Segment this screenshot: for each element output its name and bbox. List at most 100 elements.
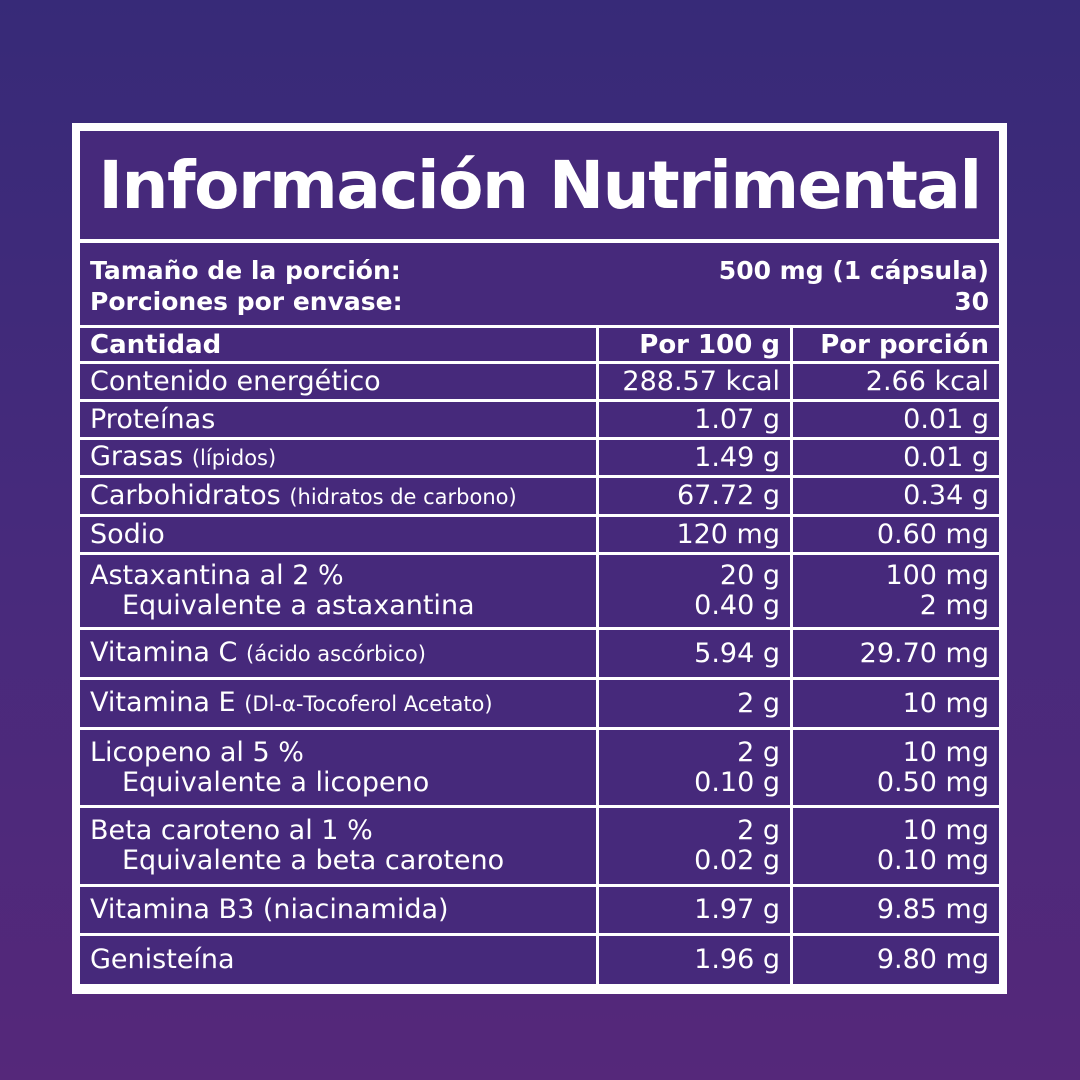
nutrient-note: (ácido ascórbico): [246, 642, 426, 666]
nutrition-table: Cantidad Por 100 g Por porción Contenido…: [80, 328, 999, 984]
value-per-100g-cell: 1.96 g: [599, 936, 790, 984]
nutrient-name: Genisteína: [90, 944, 235, 975]
nutrient-equivalent: Equivalente a licopeno: [122, 766, 430, 798]
value-per-serving-cell: 0.01 g: [793, 440, 999, 475]
value-per-100g: 1.97 g: [694, 894, 780, 925]
value-per-100g-cell: 288.57 kcal: [599, 364, 790, 399]
value-per-serving-cell: 9.85 mg: [793, 887, 999, 933]
value-per-100g: 2 g: [737, 815, 780, 846]
value-per-100g: 1.07 g: [694, 403, 780, 435]
servings-per-container-value: 30: [954, 287, 989, 316]
nutrient-name-line: Vitamina B3 (niacinamida): [90, 895, 586, 925]
value-per-serving: 0.01 g: [903, 441, 989, 473]
header-per-100g: Por 100 g: [599, 328, 790, 361]
nutrient-equivalent: Equivalente a beta caroteno: [122, 845, 505, 876]
value-per-100g-cell: 2 g: [599, 680, 790, 727]
table-row-name: Licopeno al 5 % Equivalente a licopeno: [80, 730, 596, 805]
nutrient-name-line: Proteínas: [90, 404, 586, 435]
value-per-serving-cell: 0.60 mg: [793, 517, 999, 552]
nutrient-name-line: Astaxantina al 2 %: [90, 561, 586, 591]
value-per-serving: 100 mg: [885, 560, 989, 591]
value-per-100g-cell: 67.72 g: [599, 478, 790, 514]
table-row-name: Contenido energético: [80, 364, 596, 399]
value-per-serving: 29.70 mg: [859, 637, 989, 669]
value-per-serving: 10 mg: [902, 736, 989, 768]
table-row-name: Vitamina C (ácido ascórbico): [80, 630, 596, 677]
value-per-100g-cell: 1.07 g: [599, 402, 790, 437]
table-row-name: Astaxantina al 2 % Equivalente a astaxant…: [80, 555, 596, 627]
serving-size-value: 500 mg (1 cápsula): [718, 256, 989, 285]
nutrient-name: Vitamina E: [90, 687, 236, 718]
value-per-serving-equivalent: 0.10 mg: [876, 845, 989, 876]
nutrient-name-line: Sodio: [90, 518, 586, 550]
value-per-100g: 2 g: [737, 687, 780, 719]
serving-size-label: Tamaño de la porción:: [90, 256, 401, 285]
value-per-100g-cell: 2 g 0.10 g: [599, 730, 790, 805]
nutrient-name-line: Vitamina E (Dl-α-Tocoferol Acetato): [90, 688, 586, 719]
value-per-serving: 9.85 mg: [876, 894, 989, 925]
nutrient-note: (lípidos): [191, 446, 277, 470]
nutrient-name: Sodio: [90, 518, 165, 550]
nutrient-name-line: Grasas (lípidos): [90, 442, 586, 473]
value-per-serving: 10 mg: [902, 815, 989, 846]
nutrient-name: Vitamina C: [90, 637, 238, 668]
value-per-100g-cell: 2 g 0.02 g: [599, 808, 790, 884]
value-per-serving: 0.34 g: [903, 480, 989, 511]
value-per-100g-equivalent: 0.40 g: [694, 590, 780, 621]
header-per-serving: Por porción: [793, 328, 999, 361]
table-row-name: Genisteína: [80, 936, 596, 984]
value-per-100g-equivalent: 0.10 g: [694, 766, 780, 798]
nutrient-name-line: Carbohidratos (hidratos de carbono): [90, 479, 586, 512]
value-per-serving-cell: 10 mg 0.50 mg: [793, 730, 999, 805]
nutrient-name-line: Genisteína: [90, 945, 586, 975]
nutrient-note: (hidratos de carbono): [289, 484, 517, 509]
nutrient-name: Astaxantina al 2 %: [90, 560, 344, 591]
page-title: Información Nutrimental: [98, 146, 982, 224]
nutrient-name: Licopeno al 5 %: [90, 736, 304, 768]
nutrient-name-line: Contenido energético: [90, 365, 586, 397]
nutrient-name: Beta caroteno al 1 %: [90, 815, 373, 846]
table-row-name: Vitamina E (Dl-α-Tocoferol Acetato): [80, 680, 596, 727]
value-per-100g: 5.94 g: [694, 637, 780, 669]
header-quantity: Cantidad: [80, 328, 596, 361]
value-per-100g-cell: 120 mg: [599, 517, 790, 552]
value-per-100g: 120 mg: [676, 518, 780, 550]
value-per-serving-cell: 10 mg 0.10 mg: [793, 808, 999, 884]
value-per-serving-cell: 29.70 mg: [793, 630, 999, 677]
table-row-name: Carbohidratos (hidratos de carbono): [80, 478, 596, 514]
nutrient-name: Contenido energético: [90, 365, 381, 397]
serving-info: Tamaño de la porción: 500 mg (1 cápsula)…: [80, 243, 999, 325]
value-per-100g-cell: 5.94 g: [599, 630, 790, 677]
value-per-100g-cell: 20 g 0.40 g: [599, 555, 790, 627]
nutrition-facts-panel: Información Nutrimental Tamaño de la por…: [72, 123, 1007, 994]
serving-size-line: Tamaño de la porción: 500 mg (1 cápsula): [90, 255, 989, 286]
table-row-name: Beta caroteno al 1 % Equivalente a beta c…: [80, 808, 596, 884]
value-per-100g-cell: 1.49 g: [599, 440, 790, 475]
nutrient-name-line: Vitamina C (ácido ascórbico): [90, 638, 586, 669]
value-per-100g: 67.72 g: [676, 480, 780, 511]
table-row-name: Sodio: [80, 517, 596, 552]
value-per-serving-equivalent: 2 mg: [919, 590, 989, 621]
value-per-100g: 288.57 kcal: [622, 365, 780, 397]
value-per-100g-equivalent: 0.02 g: [694, 845, 780, 876]
nutrient-name: Carbohidratos: [90, 479, 281, 511]
value-per-serving-cell: 10 mg: [793, 680, 999, 727]
value-per-100g: 1.96 g: [694, 944, 780, 975]
value-per-serving-cell: 2.66 kcal: [793, 364, 999, 399]
value-per-serving: 2.66 kcal: [865, 365, 989, 397]
value-per-serving: 0.01 g: [903, 403, 989, 435]
value-per-serving: 9.80 mg: [876, 944, 989, 975]
nutrient-equivalent: Equivalente a astaxantina: [122, 590, 475, 621]
nutrient-name: Grasas: [90, 441, 184, 472]
value-per-100g: 20 g: [719, 560, 780, 591]
value-per-serving: 0.60 mg: [876, 518, 989, 550]
value-per-serving-cell: 9.80 mg: [793, 936, 999, 984]
table-row-name: Grasas (lípidos): [80, 440, 596, 475]
value-per-serving-cell: 0.34 g: [793, 478, 999, 514]
table-row-name: Vitamina B3 (niacinamida): [80, 887, 596, 933]
nutrient-name-line: Licopeno al 5 %: [90, 736, 586, 768]
value-per-serving-cell: 0.01 g: [793, 402, 999, 437]
value-per-serving-equivalent: 0.50 mg: [876, 766, 989, 798]
value-per-100g-cell: 1.97 g: [599, 887, 790, 933]
nutrient-name-line: Beta caroteno al 1 %: [90, 816, 586, 846]
